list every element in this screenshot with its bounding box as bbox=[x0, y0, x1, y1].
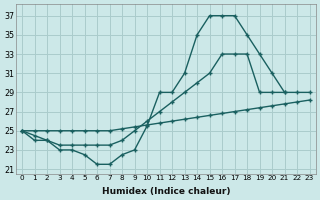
X-axis label: Humidex (Indice chaleur): Humidex (Indice chaleur) bbox=[101, 187, 230, 196]
